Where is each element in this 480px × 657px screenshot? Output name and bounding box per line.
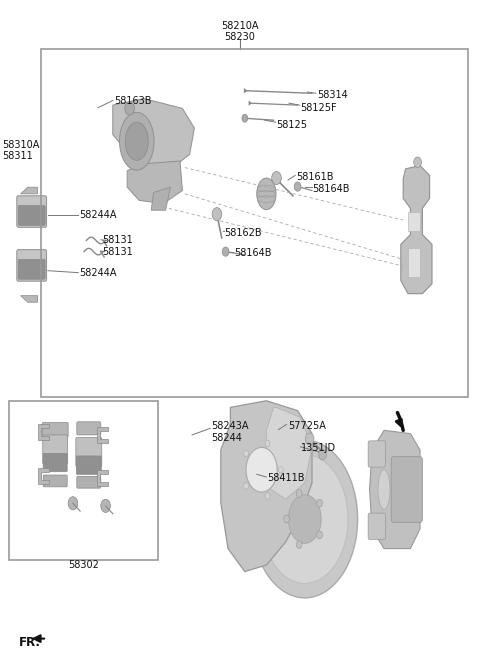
FancyBboxPatch shape — [77, 422, 101, 435]
Text: 58131: 58131 — [102, 235, 132, 246]
Circle shape — [317, 531, 323, 539]
Ellipse shape — [125, 122, 148, 160]
Text: 58163B: 58163B — [114, 95, 152, 106]
Text: 58311: 58311 — [2, 151, 33, 162]
Bar — [41, 49, 468, 397]
Ellipse shape — [120, 112, 154, 170]
FancyBboxPatch shape — [368, 441, 385, 467]
Polygon shape — [221, 401, 312, 572]
Text: 58302: 58302 — [68, 560, 99, 570]
FancyBboxPatch shape — [18, 260, 45, 279]
Ellipse shape — [246, 447, 277, 492]
Circle shape — [296, 541, 302, 549]
Text: 58125F: 58125F — [300, 102, 337, 113]
Circle shape — [305, 433, 314, 445]
Circle shape — [265, 493, 270, 499]
Text: 58411B: 58411B — [267, 473, 305, 484]
Polygon shape — [408, 212, 420, 231]
Circle shape — [222, 247, 229, 256]
Text: 58244: 58244 — [211, 432, 242, 443]
Bar — [9, 401, 158, 560]
Text: 58131: 58131 — [102, 246, 132, 257]
Ellipse shape — [288, 495, 321, 543]
Polygon shape — [21, 296, 37, 302]
FancyBboxPatch shape — [368, 513, 385, 539]
Circle shape — [296, 489, 302, 497]
Circle shape — [294, 182, 301, 191]
Circle shape — [284, 515, 289, 523]
FancyBboxPatch shape — [76, 456, 101, 474]
Polygon shape — [97, 470, 108, 486]
Polygon shape — [21, 187, 37, 194]
Polygon shape — [370, 430, 420, 549]
Circle shape — [272, 171, 281, 185]
Text: 58244A: 58244A — [79, 268, 117, 279]
Text: 58230: 58230 — [225, 32, 255, 42]
Circle shape — [244, 483, 249, 489]
Circle shape — [278, 466, 283, 473]
Circle shape — [125, 102, 134, 115]
Text: 58210A: 58210A — [221, 21, 259, 32]
Polygon shape — [266, 407, 312, 499]
Circle shape — [242, 114, 248, 122]
Text: 58161B: 58161B — [296, 172, 334, 183]
FancyBboxPatch shape — [77, 476, 101, 488]
Circle shape — [68, 497, 78, 510]
Text: 58162B: 58162B — [224, 227, 262, 238]
Polygon shape — [97, 427, 108, 443]
FancyBboxPatch shape — [43, 475, 67, 487]
Polygon shape — [151, 187, 170, 210]
Polygon shape — [249, 101, 252, 106]
Polygon shape — [401, 166, 432, 294]
Ellipse shape — [378, 470, 390, 509]
Text: 58125: 58125 — [276, 120, 308, 130]
Polygon shape — [127, 161, 182, 204]
FancyBboxPatch shape — [18, 206, 45, 225]
Circle shape — [265, 440, 270, 447]
Text: 58164B: 58164B — [234, 248, 272, 258]
Circle shape — [101, 499, 110, 512]
FancyBboxPatch shape — [43, 435, 68, 464]
Circle shape — [244, 450, 249, 457]
Text: 1351JD: 1351JD — [301, 443, 336, 453]
Text: FR.: FR. — [19, 636, 41, 649]
Ellipse shape — [252, 440, 358, 598]
Polygon shape — [244, 88, 248, 93]
Circle shape — [414, 157, 421, 168]
Ellipse shape — [257, 178, 276, 210]
Circle shape — [212, 208, 222, 221]
Text: 57725A: 57725A — [288, 420, 326, 431]
FancyBboxPatch shape — [42, 422, 68, 437]
FancyBboxPatch shape — [17, 250, 47, 281]
FancyBboxPatch shape — [43, 453, 67, 472]
Text: 58314: 58314 — [317, 89, 348, 100]
Polygon shape — [38, 424, 49, 440]
Polygon shape — [38, 468, 49, 484]
FancyBboxPatch shape — [391, 457, 422, 522]
FancyBboxPatch shape — [76, 438, 102, 466]
Ellipse shape — [262, 455, 348, 583]
Polygon shape — [113, 99, 194, 168]
Polygon shape — [408, 248, 420, 277]
Text: 58243A: 58243A — [211, 420, 249, 431]
Text: 58310A: 58310A — [2, 139, 39, 150]
Text: 58244A: 58244A — [79, 210, 117, 221]
Circle shape — [319, 449, 326, 460]
Text: 58164B: 58164B — [312, 183, 350, 194]
Circle shape — [317, 499, 323, 507]
FancyBboxPatch shape — [17, 196, 47, 227]
